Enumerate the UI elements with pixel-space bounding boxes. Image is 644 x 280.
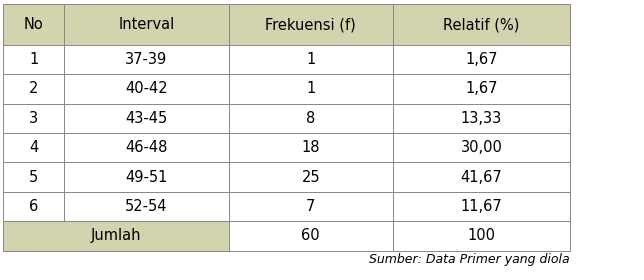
Text: 100: 100	[468, 228, 495, 243]
Text: Frekuensi (f): Frekuensi (f)	[265, 17, 356, 32]
Text: 11,67: 11,67	[460, 199, 502, 214]
Text: 6: 6	[29, 199, 39, 214]
Bar	[229, 162, 393, 192]
Bar	[64, 104, 229, 133]
Bar	[3, 4, 64, 45]
Bar	[393, 4, 570, 45]
Text: 46-48: 46-48	[126, 140, 167, 155]
Bar	[229, 192, 393, 221]
Bar	[393, 104, 570, 133]
Bar	[229, 133, 393, 162]
Text: 1: 1	[306, 81, 316, 96]
Bar	[393, 192, 570, 221]
Text: 37-39: 37-39	[126, 52, 167, 67]
Text: 1,67: 1,67	[465, 52, 498, 67]
Bar	[3, 221, 229, 251]
Text: 8: 8	[306, 111, 316, 126]
Text: 13,33: 13,33	[460, 111, 502, 126]
Text: Interval: Interval	[118, 17, 175, 32]
Bar	[64, 192, 229, 221]
Text: 30,00: 30,00	[460, 140, 502, 155]
Bar	[3, 162, 64, 192]
Text: 60: 60	[301, 228, 320, 243]
Bar	[64, 162, 229, 192]
Bar	[229, 74, 393, 104]
Bar	[3, 104, 64, 133]
Bar	[229, 45, 393, 74]
Text: 1: 1	[29, 52, 39, 67]
Bar	[3, 74, 64, 104]
Bar	[393, 162, 570, 192]
Bar	[393, 74, 570, 104]
Text: 7: 7	[306, 199, 316, 214]
Bar	[393, 221, 570, 251]
Text: 40-42: 40-42	[125, 81, 168, 96]
Text: 1: 1	[306, 52, 316, 67]
Bar	[393, 133, 570, 162]
Bar	[64, 4, 229, 45]
Text: No: No	[24, 17, 44, 32]
Text: 43-45: 43-45	[126, 111, 167, 126]
Text: 2: 2	[29, 81, 39, 96]
Text: Relatif (%): Relatif (%)	[443, 17, 520, 32]
Text: 49-51: 49-51	[126, 170, 167, 185]
Text: 18: 18	[301, 140, 320, 155]
Text: 5: 5	[29, 170, 39, 185]
Bar	[3, 133, 64, 162]
Text: 3: 3	[29, 111, 39, 126]
Text: 25: 25	[301, 170, 320, 185]
Bar	[393, 45, 570, 74]
Text: 1,67: 1,67	[465, 81, 498, 96]
Text: Sumber: Data Primer yang diola: Sumber: Data Primer yang diola	[369, 253, 570, 266]
Bar	[64, 133, 229, 162]
Bar	[229, 221, 393, 251]
Bar	[64, 74, 229, 104]
Bar	[64, 45, 229, 74]
Text: 52-54: 52-54	[126, 199, 167, 214]
Text: 41,67: 41,67	[460, 170, 502, 185]
Bar	[3, 192, 64, 221]
Bar	[3, 45, 64, 74]
Text: Jumlah: Jumlah	[91, 228, 141, 243]
Text: 4: 4	[29, 140, 39, 155]
Bar	[229, 4, 393, 45]
Bar	[229, 104, 393, 133]
